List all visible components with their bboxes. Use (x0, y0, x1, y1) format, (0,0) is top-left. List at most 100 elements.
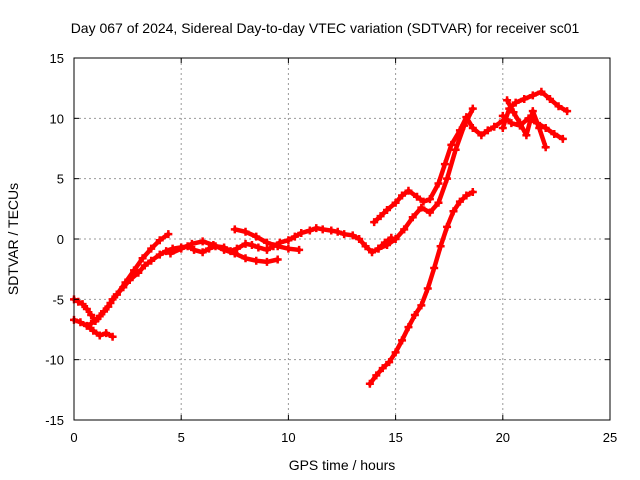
data-point (112, 290, 121, 299)
data-point (333, 227, 342, 236)
data-point (361, 242, 370, 251)
data-point (93, 314, 102, 323)
data-point (498, 111, 507, 120)
data-point (297, 228, 306, 237)
data-point (290, 232, 299, 241)
data-point (383, 206, 392, 215)
data-point (82, 304, 91, 313)
data-point (138, 254, 147, 263)
data-point (434, 198, 443, 207)
data-point (410, 311, 419, 320)
data-point (370, 218, 379, 227)
data-point (376, 212, 385, 221)
data-point (205, 244, 214, 253)
data-point (262, 257, 271, 266)
x-tick-label: 20 (496, 430, 510, 445)
series-line (367, 189, 476, 387)
data-point (147, 256, 156, 265)
data-point (430, 263, 439, 272)
data-point (220, 245, 229, 254)
data-point (451, 145, 460, 154)
data-point (252, 256, 261, 265)
data-point (87, 319, 96, 328)
satellite-track-rise-a (370, 113, 507, 227)
data-point (503, 96, 512, 105)
data-point (198, 248, 207, 257)
data-point (385, 358, 394, 367)
data-point (140, 261, 149, 270)
data-point (391, 198, 400, 207)
data-point (434, 179, 443, 188)
x-axis-label: GPS time / hours (289, 457, 396, 473)
data-point (374, 244, 383, 253)
data-point (398, 191, 407, 200)
data-point (391, 348, 400, 357)
data-point (436, 242, 445, 251)
data-marks (70, 87, 572, 388)
data-point (423, 284, 432, 293)
data-point (230, 249, 239, 258)
data-point (230, 225, 239, 234)
y-tick-label: -10 (45, 353, 64, 368)
data-point (162, 247, 171, 256)
data-point (498, 123, 507, 132)
data-point (318, 225, 327, 234)
data-point (398, 336, 407, 345)
data-point (507, 119, 516, 128)
data-point (563, 107, 572, 116)
data-point (284, 236, 293, 245)
data-point (130, 266, 139, 275)
y-tick-label: -15 (45, 413, 64, 428)
data-point (528, 91, 537, 100)
data-point (545, 95, 554, 104)
satellite-track-main (70, 224, 396, 326)
data-point (509, 108, 518, 117)
data-point (102, 329, 111, 338)
data-point (391, 235, 400, 243)
data-point (365, 379, 374, 388)
data-point (340, 230, 349, 239)
data-point (378, 364, 387, 373)
data-point (400, 225, 409, 234)
data-point (462, 191, 471, 200)
data-point (440, 160, 449, 169)
chart-title: Day 067 of 2024, Sidereal Day-to-day VTE… (71, 20, 580, 36)
data-point (455, 197, 464, 206)
data-point (537, 87, 546, 96)
data-point (273, 255, 282, 264)
data-point (372, 371, 381, 380)
data-point (554, 102, 563, 111)
satellite-track-early-b (87, 230, 173, 328)
data-point (404, 323, 413, 332)
data-point (106, 298, 115, 307)
data-point (355, 235, 364, 243)
data-point (558, 134, 567, 143)
x-tick-label: 10 (281, 430, 295, 445)
data-point (155, 236, 164, 245)
data-point (166, 249, 175, 258)
data-point (490, 122, 499, 131)
x-tick-label: 0 (70, 430, 77, 445)
axis-ticks: 0 5 10 15 20 25 -15 -10 -5 0 5 10 15 (45, 51, 617, 445)
data-point (89, 326, 98, 335)
data-point (284, 244, 293, 253)
satellite-track-end-b (498, 111, 567, 143)
data-point (87, 311, 96, 320)
y-axis-label: SDTVAR / TECUs (5, 183, 21, 295)
data-point (468, 104, 477, 113)
data-point (425, 208, 434, 217)
data-point (419, 197, 428, 206)
satellite-track-mid-a (166, 237, 282, 266)
data-point (520, 95, 529, 104)
data-point (247, 241, 256, 250)
data-point (305, 226, 314, 235)
data-point (443, 222, 452, 231)
data-point (468, 187, 477, 196)
data-point (134, 268, 143, 277)
data-point (417, 203, 426, 212)
data-point (477, 131, 486, 140)
data-point (522, 131, 531, 140)
data-point (468, 123, 477, 132)
satellite-track-late-rise (365, 187, 477, 388)
